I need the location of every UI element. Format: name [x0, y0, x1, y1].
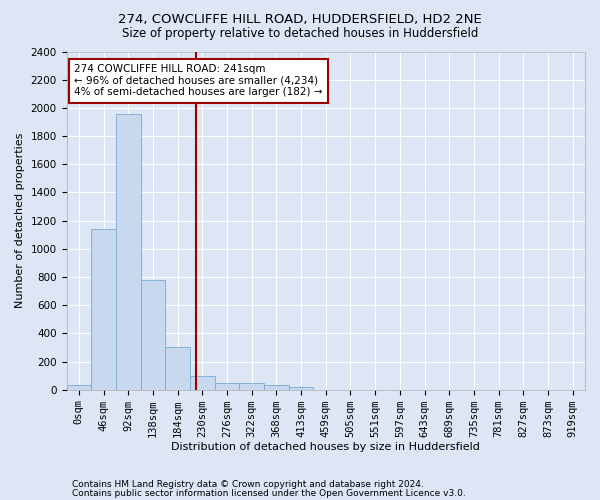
- Bar: [67, 385, 91, 390]
- Text: 274, COWCLIFFE HILL ROAD, HUDDERSFIELD, HD2 2NE: 274, COWCLIFFE HILL ROAD, HUDDERSFIELD, …: [118, 12, 482, 26]
- Text: Contains public sector information licensed under the Open Government Licence v3: Contains public sector information licen…: [72, 489, 466, 498]
- Text: Size of property relative to detached houses in Huddersfield: Size of property relative to detached ho…: [122, 28, 478, 40]
- X-axis label: Distribution of detached houses by size in Huddersfield: Distribution of detached houses by size …: [172, 442, 480, 452]
- Bar: [215, 384, 239, 390]
- Text: Contains HM Land Registry data © Crown copyright and database right 2024.: Contains HM Land Registry data © Crown c…: [72, 480, 424, 489]
- Text: 274 COWCLIFFE HILL ROAD: 241sqm
← 96% of detached houses are smaller (4,234)
4% : 274 COWCLIFFE HILL ROAD: 241sqm ← 96% of…: [74, 64, 322, 98]
- Bar: [91, 229, 116, 390]
- Bar: [190, 376, 215, 390]
- Bar: [289, 387, 313, 390]
- Bar: [140, 280, 165, 390]
- Bar: [264, 386, 289, 390]
- Bar: [165, 348, 190, 390]
- Bar: [116, 114, 140, 390]
- Y-axis label: Number of detached properties: Number of detached properties: [15, 133, 25, 308]
- Bar: [239, 384, 264, 390]
